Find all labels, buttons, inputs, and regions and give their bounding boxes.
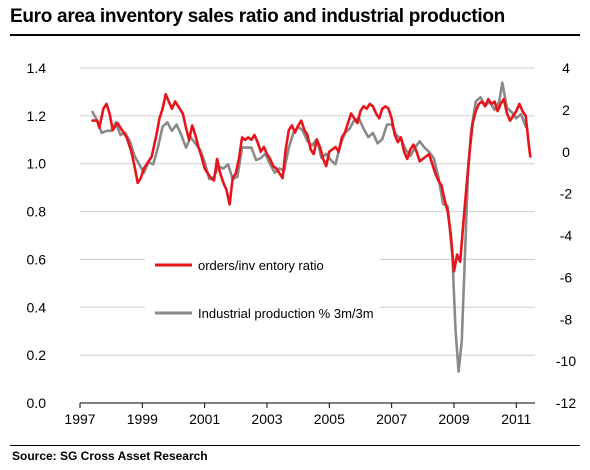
y-left-tick-label: 1.0 xyxy=(27,156,47,172)
x-tick-label: 2011 xyxy=(501,411,531,427)
y-right-tick-label: 2 xyxy=(562,102,570,118)
x-tick-label: 1999 xyxy=(127,411,158,427)
x-tick-label: 2007 xyxy=(376,411,407,427)
x-tick-label: 1997 xyxy=(64,411,95,427)
legend-box xyxy=(145,242,380,330)
y-right-tick-label: -6 xyxy=(560,269,573,285)
x-tick-label: 2003 xyxy=(251,411,282,427)
y-right-tick-label: -10 xyxy=(556,353,576,369)
y-left-tick-label: 0.0 xyxy=(27,395,47,411)
y-left-tick-label: 0.4 xyxy=(27,299,47,315)
y-right-tick-label: -12 xyxy=(556,395,576,411)
y-right-tick-label: 0 xyxy=(562,144,570,160)
source-note: Source: SG Cross Asset Research xyxy=(12,449,208,463)
legend-entry-industrial-production-label: Industrial production % 3m/3m xyxy=(198,306,374,321)
x-tick-label: 2001 xyxy=(189,411,220,427)
y-right-tick-label: -2 xyxy=(560,186,573,202)
y-left-tick-label: 0.6 xyxy=(27,251,47,267)
legend: orders/inv entory ratio Industrial produc… xyxy=(155,258,374,321)
series-line-orders-inventory xyxy=(91,93,532,273)
chart-title: Euro area inventory sales ratio and indu… xyxy=(10,6,505,27)
y-left-tick-label: 1.2 xyxy=(27,108,47,124)
x-tick-label: 2005 xyxy=(314,411,345,427)
y-right-tick-label: -8 xyxy=(560,311,573,327)
series-line-industrial-production xyxy=(91,81,527,373)
legend-background xyxy=(145,242,380,330)
title-divider xyxy=(10,34,580,36)
series-layer xyxy=(91,81,532,373)
y-right-tick-label: 4 xyxy=(562,60,570,76)
legend-entry-orders-inventory-label: orders/inv entory ratio xyxy=(198,258,324,273)
source-divider xyxy=(10,445,580,446)
y-right-tick-label: -4 xyxy=(560,228,573,244)
y-left-tick-label: 0.8 xyxy=(27,204,47,220)
axes: 0.0 0.2 0.4 0.6 0.8 1.0 1.2 1.4 -12 -10 -8 -6 -4 -2 0 2… xyxy=(27,60,577,427)
y-left-tick-label: 1.4 xyxy=(27,60,47,76)
y-left-tick-label: 0.2 xyxy=(27,347,47,363)
x-tick-label: 2009 xyxy=(438,411,469,427)
chart-area: 0.0 0.2 0.4 0.6 0.8 1.0 1.2 1.4 -12 -10 -8 -6 -4 -2 0 2… xyxy=(27,60,577,427)
